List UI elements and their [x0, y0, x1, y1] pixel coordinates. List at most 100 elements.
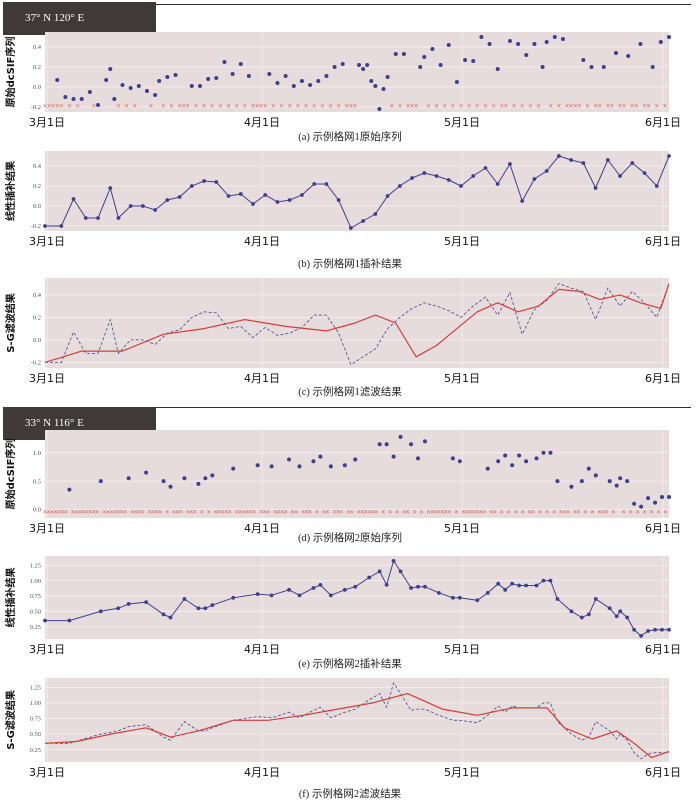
data-point [297, 593, 302, 598]
data-point [324, 74, 329, 78]
top-rule [3, 4, 691, 5]
missing-marker: × [367, 508, 372, 517]
data-point [642, 171, 647, 175]
missing-marker: × [663, 508, 668, 517]
data-point [593, 186, 598, 190]
interpolated-series-line [45, 283, 670, 366]
data-point [373, 212, 378, 216]
data-point [385, 194, 390, 198]
y-tick-label: 1.00 [30, 700, 41, 707]
data-point [324, 182, 329, 186]
data-point [311, 586, 316, 590]
missing-marker: × [60, 508, 65, 517]
missing-marker: × [133, 508, 138, 517]
y-tick-label: -0.2 [31, 104, 41, 111]
data-point [548, 578, 553, 583]
missing-marker: × [585, 102, 590, 111]
data-point [423, 584, 427, 589]
data-point [384, 582, 389, 587]
missing-marker: × [492, 508, 497, 517]
missing-marker: × [346, 508, 351, 517]
data-point [632, 627, 637, 632]
y-tick-label: 0.50 [30, 609, 41, 616]
y-tick-label: 0.4 [33, 44, 42, 51]
data-point [541, 450, 546, 455]
missing-marker: × [132, 102, 137, 111]
data-point [342, 587, 347, 592]
missing-marker: × [513, 508, 518, 517]
missing-marker: × [226, 102, 231, 111]
data-point [161, 479, 166, 484]
filtered-series-line [44, 692, 670, 759]
x-tick-label: 4月1日 [244, 522, 280, 535]
data-point [112, 97, 117, 101]
data-point [397, 184, 402, 188]
missing-marker: × [398, 102, 403, 111]
data-point [496, 459, 501, 464]
data-point [377, 442, 382, 447]
data-point [586, 466, 591, 471]
missing-marker: × [611, 508, 616, 517]
missing-marker: × [130, 508, 135, 517]
data-point [555, 479, 560, 484]
missing-marker: × [185, 102, 190, 111]
data-point [667, 494, 671, 499]
missing-marker: × [43, 102, 48, 111]
data-point [457, 459, 462, 464]
data-point [495, 67, 500, 71]
data-point [287, 587, 291, 592]
data-point [126, 602, 131, 606]
data-point [189, 184, 194, 188]
missing-marker: × [414, 102, 419, 111]
missing-marker: × [472, 508, 477, 517]
missing-marker: × [304, 508, 309, 517]
plot-background [45, 278, 669, 368]
data-point [508, 162, 512, 166]
missing-marker: × [228, 508, 233, 517]
missing-marker: × [646, 102, 651, 111]
missing-marker: × [248, 508, 253, 517]
missing-marker: × [140, 508, 145, 517]
plot-background [45, 430, 669, 518]
data-point [516, 42, 521, 46]
data-point [639, 634, 644, 638]
missing-marker: × [67, 102, 72, 111]
data-point [144, 89, 149, 93]
missing-marker: × [552, 508, 557, 517]
missing-marker: × [50, 508, 55, 517]
missing-marker: × [520, 102, 525, 111]
data-point [43, 618, 47, 623]
missing-marker: × [296, 102, 301, 111]
missing-marker: × [279, 102, 284, 111]
data-point [104, 78, 109, 82]
data-point [495, 182, 500, 186]
data-point [607, 479, 612, 484]
data-point [517, 583, 522, 588]
data-point [416, 456, 421, 461]
missing-marker: × [506, 508, 511, 517]
data-point [541, 578, 546, 583]
data-point [299, 79, 304, 83]
missing-marker: × [491, 102, 496, 111]
data-point [524, 459, 529, 464]
x-tick-label: 4月1日 [244, 643, 280, 656]
data-point [128, 86, 133, 90]
missing-marker: × [642, 102, 647, 111]
missing-marker: × [53, 508, 58, 517]
data-point [210, 473, 215, 478]
data-point [377, 569, 382, 574]
missing-marker: × [566, 508, 571, 517]
missing-marker: × [165, 508, 170, 517]
data-point [581, 161, 586, 165]
panel-caption: (e) 示例格网2插补结果 [298, 657, 402, 670]
missing-marker: × [489, 508, 494, 517]
missing-marker: × [92, 508, 97, 517]
missing-marker: × [266, 508, 271, 517]
data-point [136, 84, 141, 88]
missing-marker: × [59, 102, 64, 111]
panel-caption: (c) 示例格网1滤波结果 [298, 385, 402, 398]
missing-marker: × [512, 102, 517, 111]
missing-marker: × [172, 508, 177, 517]
data-point [496, 581, 501, 586]
